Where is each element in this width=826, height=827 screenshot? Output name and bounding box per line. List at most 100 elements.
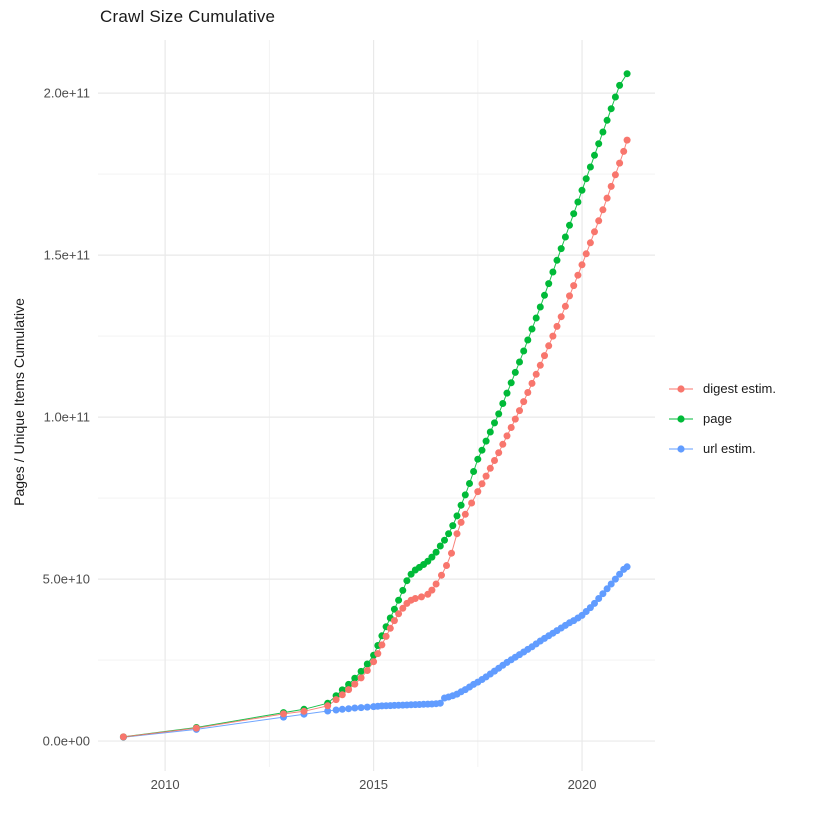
data-point <box>351 704 359 712</box>
data-point <box>574 198 582 206</box>
data-point <box>399 604 407 612</box>
legend-key-icon <box>669 384 693 393</box>
data-point <box>399 586 407 594</box>
data-point <box>557 245 565 253</box>
data-point <box>474 488 482 496</box>
data-point <box>474 455 482 463</box>
data-point <box>516 358 523 366</box>
data-point <box>351 674 359 682</box>
data-point <box>338 691 346 699</box>
series-points <box>119 70 631 741</box>
legend-item-digest-estim: digest estim. <box>668 378 776 399</box>
data-point <box>441 536 448 544</box>
data-point <box>468 499 476 507</box>
data-point <box>332 706 340 714</box>
data-point <box>520 347 528 355</box>
data-point <box>499 400 507 407</box>
data-point <box>524 389 532 396</box>
data-point <box>370 658 378 666</box>
x-tick-label: 2010 <box>151 777 180 792</box>
y-tick-label: 1.5e+11 <box>44 248 90 263</box>
data-point <box>345 705 353 713</box>
data-point <box>357 667 365 675</box>
data-point <box>432 580 440 588</box>
data-point <box>603 116 611 124</box>
data-point <box>432 548 440 556</box>
data-point <box>300 707 308 715</box>
data-point <box>390 617 398 625</box>
x-tick-label: 2015 <box>359 777 388 792</box>
legend-key-icon <box>669 414 693 423</box>
data-point <box>338 705 346 713</box>
data-point <box>395 596 403 604</box>
data-point <box>541 352 548 360</box>
data-point <box>553 322 561 330</box>
data-point <box>478 480 486 488</box>
data-point <box>503 389 511 397</box>
data-point <box>578 186 586 194</box>
data-point <box>357 704 365 712</box>
series-points-digest-estim- <box>119 136 631 741</box>
data-point <box>466 480 473 487</box>
y-tick-label: 0.0e+00 <box>43 734 90 749</box>
data-point <box>545 280 553 288</box>
data-point <box>453 530 461 538</box>
x-tick-labels: 2010 2015 2020 <box>151 777 597 792</box>
data-point <box>623 563 631 571</box>
data-point <box>591 599 598 607</box>
data-point <box>499 440 507 448</box>
data-point <box>436 699 444 707</box>
data-point <box>378 641 386 649</box>
data-point <box>574 271 582 279</box>
data-point <box>582 175 590 183</box>
data-point <box>595 140 603 148</box>
data-point <box>570 210 578 218</box>
data-point <box>623 136 631 144</box>
data-point <box>332 696 340 704</box>
data-point <box>591 228 598 236</box>
data-point <box>623 70 631 78</box>
data-point <box>345 686 353 694</box>
data-point <box>363 667 371 674</box>
data-point <box>620 147 628 155</box>
data-point <box>449 522 457 530</box>
data-point <box>495 410 503 418</box>
data-point <box>443 562 450 569</box>
data-point <box>532 314 540 322</box>
data-point <box>570 282 578 290</box>
gridlines-minor <box>98 40 655 767</box>
data-point <box>436 542 444 550</box>
data-point <box>511 415 519 423</box>
data-point <box>363 660 371 668</box>
data-point <box>324 702 332 710</box>
data-point <box>357 674 365 682</box>
data-point <box>486 464 494 472</box>
data-point <box>338 686 346 694</box>
data-point <box>536 361 544 369</box>
data-point <box>491 457 498 464</box>
data-point <box>390 605 398 613</box>
data-point <box>528 325 536 333</box>
data-point <box>192 724 200 732</box>
y-tick-label: 1.0e+11 <box>44 410 90 425</box>
data-point <box>418 593 425 601</box>
data-point <box>457 518 465 526</box>
legend-item-url-estim: url estim. <box>668 438 776 459</box>
legend-label: digest estim. <box>703 381 776 396</box>
data-point <box>386 624 394 632</box>
y-tick-label: 2.0e+11 <box>44 86 90 101</box>
data-point <box>491 419 498 427</box>
legend-label: url estim. <box>703 441 756 456</box>
data-point <box>528 379 536 387</box>
legend-label: page <box>703 411 732 426</box>
data-point <box>557 313 565 321</box>
data-point <box>578 261 586 269</box>
data-point <box>582 250 590 258</box>
data-point <box>428 553 436 561</box>
data-point <box>374 650 382 658</box>
legend-item-page: page <box>668 408 776 429</box>
data-point <box>495 449 503 457</box>
data-point <box>461 510 469 518</box>
data-point <box>457 501 465 509</box>
